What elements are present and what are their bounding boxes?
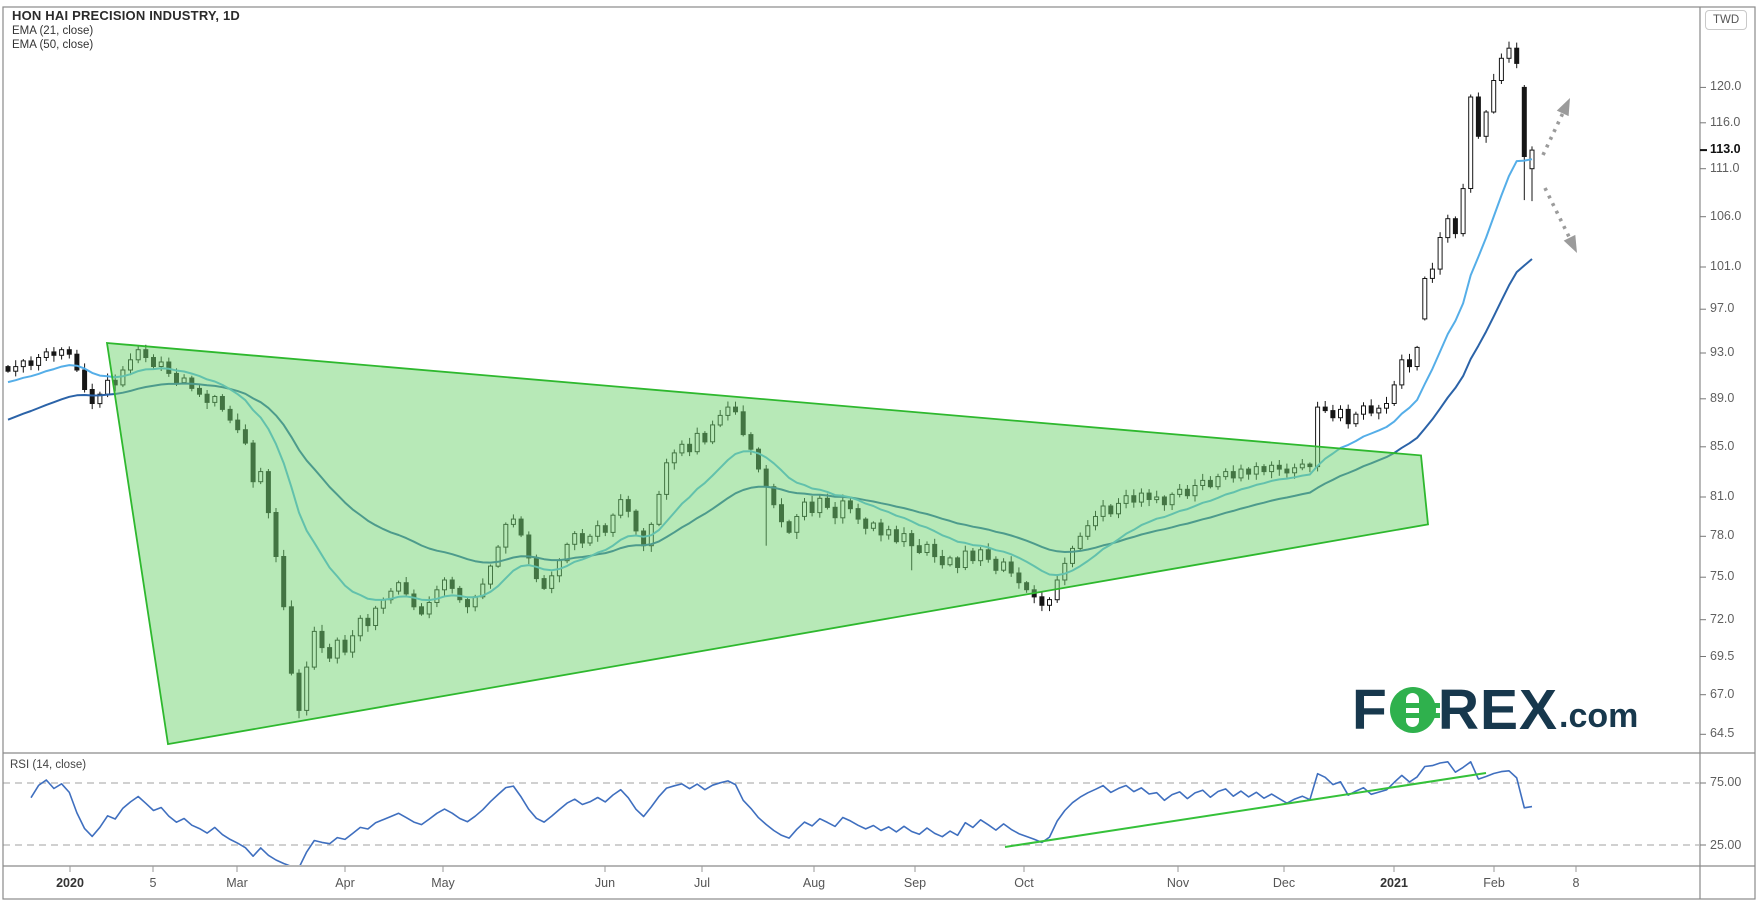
logo-letter-f: F (1352, 678, 1388, 742)
forex-watermark: F REX .com (1352, 678, 1639, 742)
ema50-label[interactable]: EMA (50, close) (12, 39, 94, 51)
rsi-upper-band-label: 75.00 (1710, 775, 1742, 789)
logo-letters-rex: REX (1437, 678, 1559, 742)
rsi-indicator-label[interactable]: RSI (14, close) (10, 759, 87, 771)
logo-domain: .com (1559, 697, 1639, 735)
ema21-label[interactable]: EMA (21, close) (12, 25, 94, 37)
logo-o-icon (1389, 687, 1440, 733)
rsi-lower-band-label: 25.00 (1710, 838, 1742, 852)
currency-badge[interactable]: TWD (1705, 10, 1748, 30)
legend: HON HAI PRECISION INDUSTRY, 1D EMA (21, … (12, 8, 240, 51)
last-price-label: 113.0 (1710, 142, 1741, 156)
symbol-title[interactable]: HON HAI PRECISION INDUSTRY, 1D (12, 8, 240, 23)
